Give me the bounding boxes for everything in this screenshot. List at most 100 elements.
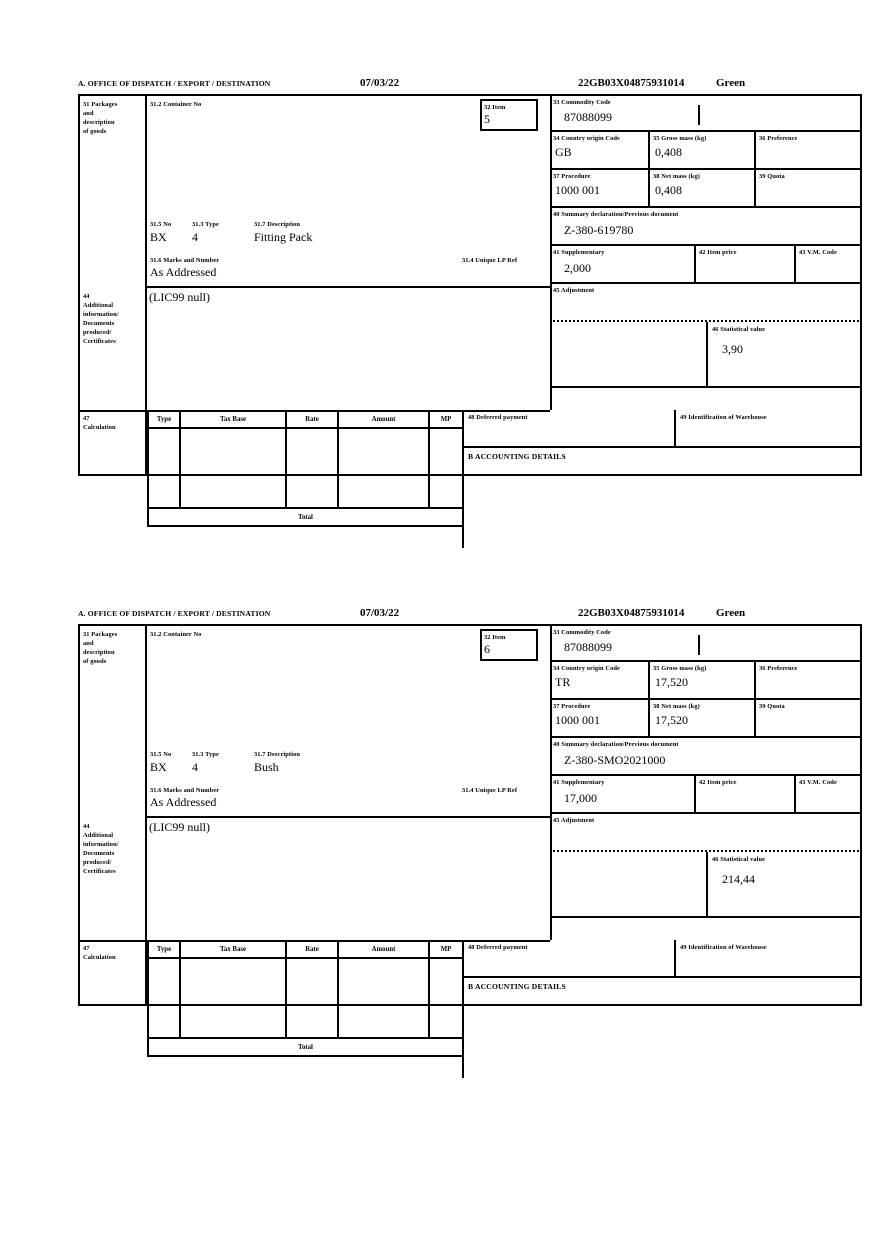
boxB-label: B ACCOUNTING DETAILS [468,982,566,991]
box44-label: 44 Additional information/Documents produce… [83,293,119,345]
box42-label: 42 Item price [699,249,737,256]
box40-summary-declaration: 40 Summary declaration/Previous document… [550,208,862,246]
box42-item-price: 42 Item price [696,776,796,812]
bottom-section: 47 Calculation Type Tax Base Rate Amount … [80,940,862,1078]
box31-package-details: 31.5 No 31.3 Type 31.7 Description BX 4 Bush [150,750,540,775]
box40-label: 40 Summary declaration/Previous document [553,741,679,748]
vertical-divider [550,96,552,410]
box46-label: 46 Statistical value [712,856,766,863]
box34-country-origin-code: 34 Country origin Code GB [550,132,650,168]
box48-label: 48 Deferred payment [468,414,528,421]
box31-no-label: 31.5 No [150,751,172,758]
box37-procedure: 37 Procedure 1000 001 [550,700,650,736]
form-body: 31 Packages and description of goods 44 Addi… [78,96,862,548]
box34-value: TR [555,675,571,689]
dotted-divider-horizontal [550,320,862,322]
calc-cell-rate [285,427,339,509]
box32-label: 32 Item [484,104,506,111]
box31-marks-block: 31.6 Marks and Number 31.4 Unique LP Ref… [150,786,546,810]
box33-commodity-code: 33 Commodity Code 87088099 [550,96,862,132]
box36-preference: 36 Preference [756,662,862,698]
box31-no-value: BX [150,230,167,244]
row-supplementary-itemprice-vm: 41 Supplementary 17,000 42 Item price 43… [550,776,862,814]
dotted-divider-vertical [550,320,552,386]
calc-body-row [147,957,464,1039]
box33-label: 33 Commodity Code [553,629,611,636]
box38-label: 38 Net mass (kg) [653,703,700,710]
box44-additional-information: (LIC99 null) [147,818,550,940]
box47-label: 47 Calculation [83,945,116,961]
bottom-section: 47 Calculation Type Tax Base Rate Amount … [80,410,862,548]
calc-col-amount: Amount [337,940,430,959]
box35-gross-mass: 35 Gross mass (kg) 17,520 [650,662,756,698]
box31-packages-description: 31.2 Container No 31.5 No 31.3 Type 31.7 D… [147,626,550,818]
box37-procedure: 37 Procedure 1000 001 [550,170,650,206]
office-of-dispatch-label: A. OFFICE OF DISPATCH / EXPORT / DESTINA… [78,79,271,88]
dotted-divider-vertical [550,850,552,916]
box43-vm-code: 43 V.M. Code [796,246,862,282]
box47-label: 47 Calculation [83,415,116,431]
box31-unique-lp-ref-label: 31.4 Unique LP Ref [462,787,518,794]
box31-packages-description: 31.2 Container No 31.5 No 31.3 Type 31.7 D… [147,96,550,288]
box37-label: 37 Procedure [553,703,591,710]
calc-body-row [147,427,464,509]
box46-statistical-value-row: 46 Statistical value 3,90 [550,320,862,388]
calc-cell-mp [428,957,464,1039]
box44-label: 44 Additional information/Documents produce… [83,823,119,875]
box49-label: 49 Identification of Warehouse [680,414,767,421]
box39-label: 39 Quota [759,703,785,710]
box34-label: 34 Country origin Code [553,665,620,672]
calc-total-label: Total [147,507,464,527]
box31-marks-value: As Addressed [150,795,217,809]
boxB-label: B ACCOUNTING DETAILS [468,452,566,461]
box33-commodity-code: 33 Commodity Code 87088099 [550,626,862,662]
row-origin-mass-preference: 34 Country origin Code TR 35 Gross mass … [550,662,862,700]
box32-label: 32 Item [484,634,506,641]
form-header: A. OFFICE OF DISPATCH / EXPORT / DESTINA… [78,77,862,96]
calc-cell-type [147,427,181,509]
box31-description-value: Bush [254,760,279,774]
box44-additional-information: (LIC99 null) [147,288,550,410]
box46-statistical-value-row: 46 Statistical value 214,44 [550,850,862,918]
declaration-form-item-5: A. OFFICE OF DISPATCH / EXPORT / DESTINA… [78,77,862,548]
calc-cell-tax-base [179,957,287,1039]
box45-adjustment: 45 Adjustment [550,814,862,850]
box39-label: 39 Quota [759,173,785,180]
box44-value: (LIC99 null) [149,290,210,304]
box32-item-number: 32 Item 6 [480,629,538,661]
calc-total-row: Total [147,507,464,527]
box46-statistical-value: 46 Statistical value 3,90 [706,322,862,388]
box31-type-label: 31.3 Type [192,221,219,228]
box33-label: 33 Commodity Code [553,99,611,106]
calc-col-tax-base: Tax Base [179,410,287,429]
row-procedure-netmass-quota: 37 Procedure 1000 001 38 Net mass (kg) 1… [550,700,862,738]
box46-statistical-value: 46 Statistical value 214,44 [706,852,862,918]
box45-adjustment: 45 Adjustment [550,284,862,320]
box39-quota: 39 Quota [756,700,862,736]
box31-description-label: 31.7 Description [254,221,300,228]
box33-value: 87088099 [564,640,612,654]
box35-value: 17,520 [655,675,688,689]
box31-container-no-label: 31.2 Container No [150,631,202,638]
office-of-dispatch-label: A. OFFICE OF DISPATCH / EXPORT / DESTINA… [78,609,271,618]
box40-value: Z-380-619780 [564,223,634,237]
left-label-column: 31 Packages and description of goods 44 Addi… [80,96,147,474]
box43-label: 43 V.M. Code [799,779,837,786]
box40-value: Z-380-SMO2021000 [564,753,666,767]
copy-colour-label: Green [716,607,746,619]
box31-no-label: 31.5 No [150,221,172,228]
calc-cell-tax-base [179,427,287,509]
calc-cell-amount [337,957,430,1039]
box31-container-no-label: 31.2 Container No [150,101,202,108]
box38-value: 17,520 [655,713,688,727]
box31-label: 31 Packages and description of goods [83,101,118,135]
box38-net-mass: 38 Net mass (kg) 0,408 [650,170,756,206]
dotted-divider-horizontal [550,850,862,852]
box41-supplementary: 41 Supplementary 17,000 [550,776,696,812]
vertical-divider [550,626,552,940]
box38-value: 0,408 [655,183,682,197]
calc-col-rate: Rate [285,410,339,429]
box49-identification-of-warehouse: 49 Identification of Warehouse [674,940,862,978]
box31-marks-label: 31.6 Marks and Number [150,257,220,264]
